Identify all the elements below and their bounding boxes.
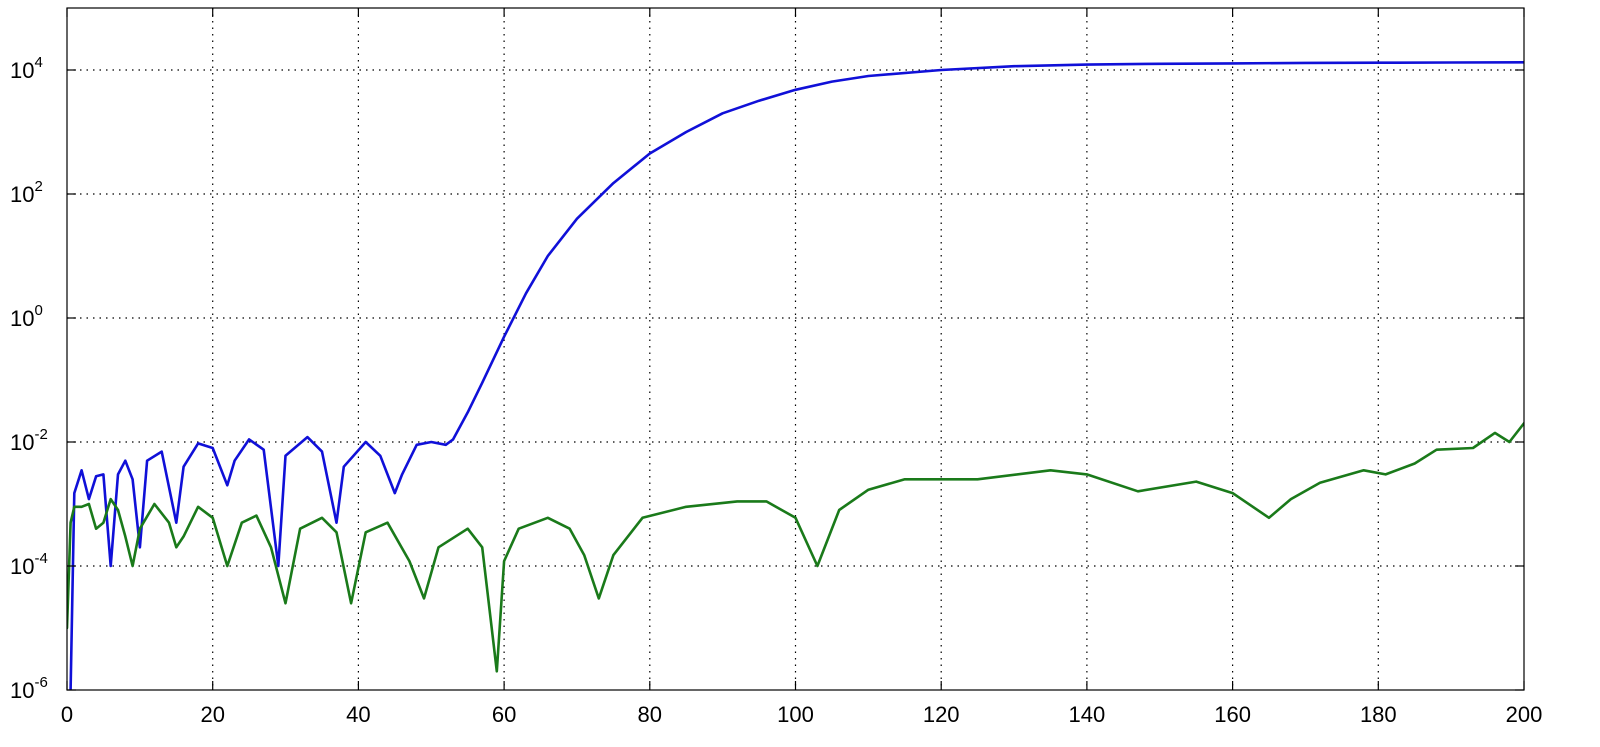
x-tick-label: 0 [61,702,73,727]
y-tick-label: 10-6 [10,674,48,703]
series-line-1 [69,60,1524,690]
x-tick-label: 100 [777,702,814,727]
series-group [67,60,1524,690]
y-tick-label: 100 [10,302,43,331]
x-tick-label: 80 [638,702,662,727]
series-line-2 [67,421,1524,673]
y-tick-label: 10-2 [10,426,48,455]
x-tick-label: 60 [492,702,516,727]
axis-ticks [66,8,1525,691]
y-tick-label: 102 [10,178,43,207]
y-tick-label: 104 [10,54,43,83]
x-tick-label: 40 [346,702,370,727]
x-tick-label: 20 [200,702,224,727]
x-tick-label: 200 [1506,702,1543,727]
y-tick-label: 10-4 [10,550,48,579]
x-tick-label: 180 [1360,702,1397,727]
x-tick-label: 140 [1069,702,1106,727]
x-tick-labels: 0 20 40 60 80 100 120 140 160 180 200 [61,702,1542,727]
x-tick-label: 120 [923,702,960,727]
gridlines [67,8,1524,690]
x-tick-label: 160 [1214,702,1251,727]
y-tick-labels: 10-6 10-4 10-2 100 102 104 [10,54,48,703]
